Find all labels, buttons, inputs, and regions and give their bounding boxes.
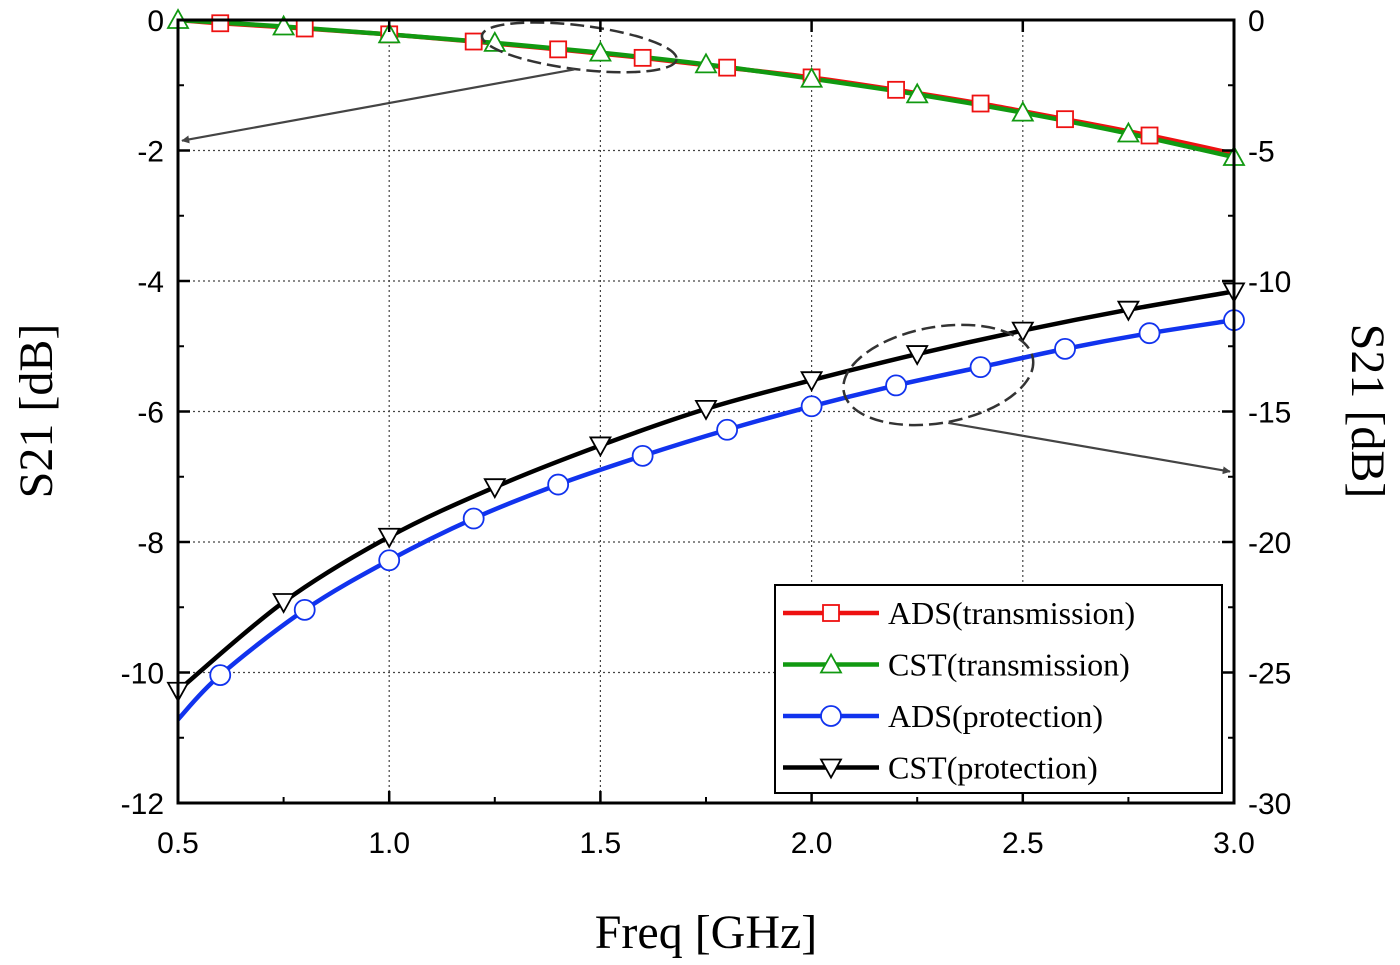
annotation-layer [181, 21, 1231, 475]
x-tick-label: 2.5 [1002, 827, 1044, 860]
data-point-circle [969, 356, 992, 379]
data-point-circle [800, 395, 823, 418]
y-tick-label-left: -8 [137, 527, 164, 560]
data-point-circle [885, 374, 907, 397]
data-point-square [633, 48, 652, 67]
y-tick-label-right: -5 [1248, 136, 1275, 169]
data-point-triangle-up [377, 22, 401, 44]
data-point-circle [631, 444, 654, 467]
callout-arrow-left [181, 68, 575, 144]
grid [178, 20, 1234, 803]
series-line-adstransmission [178, 20, 1234, 156]
legend-marker-circle [820, 705, 842, 727]
data-point-square [1056, 110, 1074, 129]
data-point-triangle-up [1116, 121, 1140, 143]
legend-box [774, 584, 1223, 794]
y-tick-label-left: -12 [121, 788, 164, 821]
data-point-triangle-down [588, 436, 612, 458]
legend-entry-label: ADS(transmission) [888, 595, 1135, 631]
y-tick-label-left: -4 [137, 266, 164, 299]
data-point-circle [716, 418, 739, 441]
data-point-square [971, 94, 990, 113]
data-point-triangle-down [800, 371, 824, 393]
data-point-triangle-up [588, 40, 612, 62]
x-tick-label: 3.0 [1213, 827, 1255, 860]
x-tick-label: 1.0 [368, 827, 410, 860]
callout-ellipse-transmission [480, 21, 678, 74]
legend-marker-triangle-down [819, 758, 843, 780]
data-point-triangle-down [272, 593, 296, 614]
data-point-triangle-up [905, 82, 929, 104]
data-point-triangle-up [272, 14, 296, 36]
data-point-triangle-up [694, 52, 718, 74]
legend: ADS(transmission) CST(transmission) ADS(pr… [774, 584, 1223, 794]
y-tick-label-left: -2 [137, 136, 164, 169]
x-tick-label: 0.5 [157, 827, 199, 860]
data-point-triangle-down [694, 399, 718, 421]
data-point-triangle-up [1011, 100, 1035, 122]
y-tick-label-right: -20 [1248, 527, 1291, 560]
data-point-triangle-down [1011, 321, 1035, 343]
data-point-square [211, 14, 230, 33]
data-point-circle [1054, 337, 1076, 360]
callout-arrow-right [948, 421, 1231, 475]
x-axis-label: Freq [GHz] [595, 906, 818, 959]
series-line-csttransmission [178, 20, 1234, 160]
data-point-circle [462, 507, 485, 530]
data-point-square [887, 80, 905, 99]
data-point-triangle-down [905, 345, 929, 366]
x-tick-label: 1.5 [580, 827, 622, 860]
data-point-circle [1138, 322, 1161, 345]
data-point-square [295, 19, 314, 38]
axes: 0.5 1.0 1.5 2.0 2.5 3.0 0 -2 -4 -6 -8 -10 -12 0 -5 -10 -… [121, 5, 1292, 860]
marker-layer [166, 8, 1246, 703]
x-tick-label: 2.0 [791, 827, 833, 860]
data-point-square [464, 32, 483, 51]
y-tick-label-right: -10 [1248, 266, 1291, 299]
callout-ellipse-protection [842, 323, 1035, 427]
legend-entry-label: ADS(protection) [888, 698, 1103, 734]
data-point-triangle-down [1116, 300, 1140, 322]
y-tick-label-left: 0 [147, 5, 164, 38]
y-tick-label-left: -10 [121, 658, 164, 691]
data-point-triangle-down [377, 527, 401, 549]
data-point-circle [209, 664, 232, 687]
legend-marker-triangle-up [819, 652, 843, 674]
legend-entry-label: CST(protection) [888, 750, 1098, 786]
y-tick-label-right: -30 [1248, 788, 1291, 821]
y-tick-label-right: 0 [1248, 5, 1265, 38]
y-tick-label-right: -25 [1248, 658, 1291, 691]
y-tick-label-right: -15 [1248, 397, 1291, 430]
data-point-square [718, 58, 737, 77]
data-point-square [1140, 126, 1159, 145]
data-point-circle [378, 549, 401, 572]
y-axis-label-left: S21 [dB] [10, 324, 63, 499]
data-point-circle [547, 473, 570, 496]
data-point-triangle-up [800, 66, 824, 88]
y-tick-label-left: -6 [137, 397, 164, 430]
y-axis-label-right: S21 [dB] [1341, 324, 1394, 499]
legend-entry-label: CST(transmission) [888, 647, 1130, 683]
data-point-triangle-down [483, 478, 507, 500]
data-point-circle [293, 598, 316, 621]
legend-marker-square [822, 604, 840, 622]
data-point-square [549, 40, 568, 59]
